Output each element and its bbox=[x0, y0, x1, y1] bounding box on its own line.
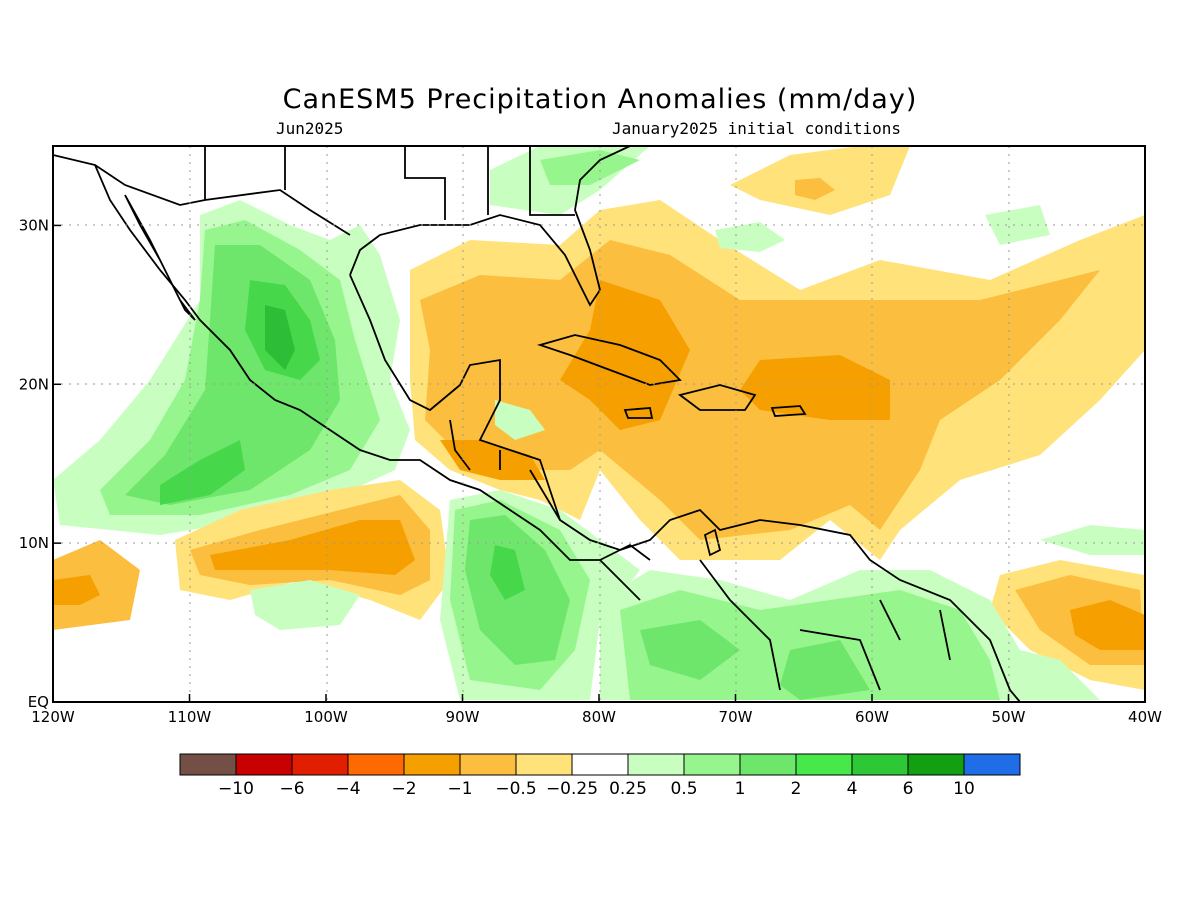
wet-core-south-america bbox=[640, 620, 740, 680]
coast-baja bbox=[124, 194, 196, 321]
colorbar: −10 −6 −4 −2 −1 −0.5 −0.25 0.25 0.5 1 2 4 6 10 bbox=[179, 753, 1021, 799]
colorbar-label: 4 bbox=[847, 779, 858, 799]
valid-month-label: Jun2025 bbox=[276, 119, 344, 138]
colorbar-swatch bbox=[851, 753, 909, 776]
coast-mexico-east bbox=[349, 274, 501, 421]
wet-patch-atlantic-east bbox=[1040, 525, 1145, 555]
dry-region-far-west bbox=[53, 540, 140, 630]
coast-hispaniola bbox=[677, 384, 757, 411]
x-tick-label: 40W bbox=[1128, 708, 1162, 726]
colorbar-label: 10 bbox=[953, 779, 975, 799]
coast-jamaica bbox=[623, 407, 654, 419]
coastlines bbox=[53, 146, 1021, 702]
colorbar-swatch bbox=[683, 753, 741, 776]
y-axis: EQ 10N 20N 30N bbox=[19, 216, 61, 711]
colorbar-label: 0.25 bbox=[609, 779, 647, 799]
dry-core-atlantic bbox=[740, 355, 890, 420]
colorbar-swatch bbox=[291, 753, 349, 776]
wet-patch-atlantic-north bbox=[985, 205, 1050, 245]
wet-patch-southeast-us-2 bbox=[540, 150, 640, 185]
wet-patch-yucatan bbox=[495, 400, 545, 440]
coast-south-america bbox=[619, 508, 1021, 702]
x-tick-label: 110W bbox=[168, 708, 212, 726]
wet-region-south-america-2 bbox=[620, 590, 1000, 700]
wet-core-pacific bbox=[160, 440, 245, 505]
x-tick-label: 80W bbox=[582, 708, 616, 726]
x-tick-label: 70W bbox=[719, 708, 753, 726]
colorbar-swatch bbox=[571, 753, 629, 776]
anomaly-field bbox=[53, 146, 1145, 700]
colorbar-label: −4 bbox=[335, 779, 360, 799]
colorbar-label: 0.5 bbox=[670, 779, 697, 799]
colorbar-label: −1 bbox=[447, 779, 472, 799]
colorbar-label: 2 bbox=[791, 779, 802, 799]
dry-core-east-pacific bbox=[210, 520, 415, 575]
init-conditions-label: January2025 initial conditions bbox=[612, 119, 901, 138]
colorbar-label: −6 bbox=[279, 779, 304, 799]
x-axis: 120W 110W 100W 90W 80W 70W 60W 50W 40W bbox=[31, 694, 1162, 726]
wet-patch-gulf bbox=[715, 222, 785, 252]
colorbar-label: −0.25 bbox=[546, 779, 598, 799]
dry-core-atlantic-itcz bbox=[1070, 600, 1145, 650]
colorbar-swatch bbox=[235, 753, 293, 776]
colorbar-label: −2 bbox=[391, 779, 416, 799]
colorbar-label: −10 bbox=[218, 779, 254, 799]
x-tick-label: 90W bbox=[446, 708, 480, 726]
colorbar-swatch bbox=[515, 753, 573, 776]
border-us-lines bbox=[204, 146, 575, 220]
coast-cuba bbox=[536, 334, 682, 386]
colorbar-swatch bbox=[347, 753, 405, 776]
colorbar-label: −0.5 bbox=[495, 779, 536, 799]
x-tick-label: 60W bbox=[855, 708, 889, 726]
wet-core-south-america-2 bbox=[780, 640, 870, 700]
x-tick-label: 100W bbox=[304, 708, 348, 726]
colorbar-swatch bbox=[459, 753, 517, 776]
x-tick-label: 50W bbox=[992, 708, 1026, 726]
dry-core-caribbean bbox=[560, 280, 690, 430]
dry-core-far-west bbox=[53, 575, 100, 605]
coast-central-america-east bbox=[478, 419, 621, 551]
dry-core-bermuda bbox=[795, 178, 835, 200]
colorbar-swatch bbox=[403, 753, 461, 776]
x-tick-label: 120W bbox=[31, 708, 75, 726]
coast-gulf bbox=[349, 146, 631, 307]
coast-lake-maracaibo bbox=[703, 528, 722, 557]
colorbar-swatch bbox=[179, 753, 237, 776]
colorbar-swatch bbox=[739, 753, 797, 776]
y-tick-label: EQ bbox=[28, 693, 49, 711]
coast-puerto-rico bbox=[770, 405, 807, 417]
colorbar-swatch bbox=[795, 753, 853, 776]
colorbar-swatch bbox=[907, 753, 965, 776]
wet-core-mexico-inner bbox=[265, 305, 295, 370]
wet-patch-pacific-south bbox=[250, 580, 360, 630]
colorbar-label: 6 bbox=[903, 779, 914, 799]
y-tick-label: 10N bbox=[19, 534, 49, 552]
border-south-america bbox=[699, 559, 951, 691]
coast-mexico-pacific bbox=[53, 154, 651, 561]
wet-core-central-america-inner bbox=[490, 545, 525, 600]
colorbar-label: 1 bbox=[735, 779, 746, 799]
map-gridlines bbox=[53, 146, 1145, 702]
border-central-america bbox=[449, 419, 641, 601]
y-tick-label: 30N bbox=[19, 216, 49, 234]
dry-core-central-america bbox=[440, 440, 545, 480]
colorbar-swatch bbox=[963, 753, 1021, 776]
y-tick-label: 20N bbox=[19, 375, 49, 393]
map-title: CanESM5 Precipitation Anomalies (mm/day) bbox=[282, 84, 918, 115]
colorbar-swatch bbox=[627, 753, 685, 776]
